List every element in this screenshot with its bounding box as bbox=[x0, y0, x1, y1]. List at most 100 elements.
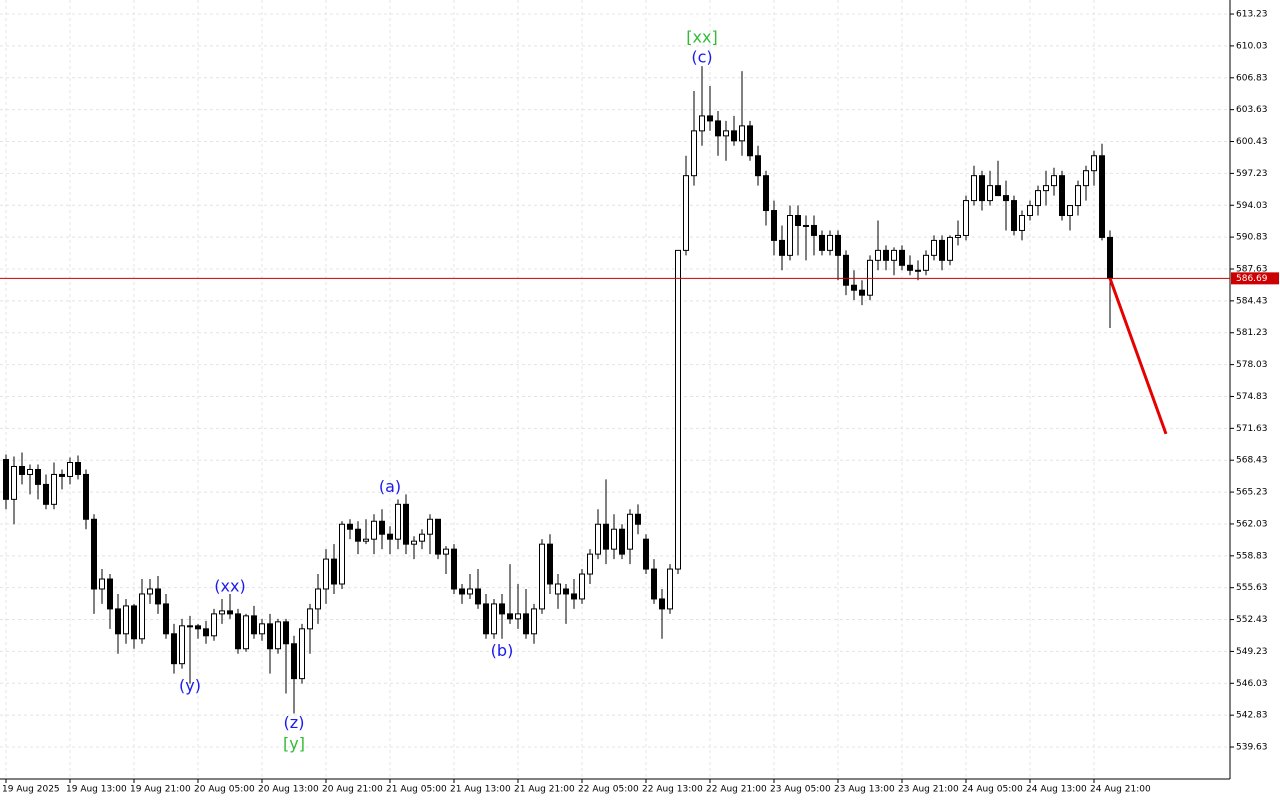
x-tick-label: 20 Aug 21:00 bbox=[322, 785, 383, 795]
candle-body bbox=[1067, 205, 1073, 217]
candle-body bbox=[515, 613, 521, 620]
candle-body bbox=[475, 588, 481, 605]
x-tick-label: 23 Aug 21:00 bbox=[898, 785, 959, 795]
candle-body bbox=[547, 543, 553, 585]
candle-body bbox=[1107, 236, 1113, 279]
candle-body bbox=[467, 588, 473, 595]
y-tick-label: 587.63 bbox=[1236, 264, 1268, 274]
candle-body bbox=[163, 603, 169, 635]
x-tick-label: 21 Aug 05:00 bbox=[386, 785, 447, 795]
candle-body bbox=[419, 533, 425, 542]
candle-body bbox=[491, 603, 497, 635]
candle-body bbox=[915, 269, 921, 272]
candle-body bbox=[907, 264, 913, 271]
candle-body bbox=[603, 523, 609, 550]
candle-body bbox=[435, 518, 441, 555]
candle-body bbox=[827, 234, 833, 251]
candle-body bbox=[755, 155, 761, 177]
x-tick-label: 19 Aug 2025 bbox=[2, 785, 60, 795]
candle-body bbox=[747, 125, 753, 157]
y-tick-label: 562.03 bbox=[1236, 519, 1268, 529]
candle-body bbox=[1003, 195, 1009, 202]
candle-body bbox=[1059, 175, 1065, 217]
x-tick-label: 23 Aug 13:00 bbox=[834, 785, 895, 795]
candle-body bbox=[483, 603, 489, 635]
y-tick-label: 594.03 bbox=[1236, 201, 1268, 211]
candle-body bbox=[131, 605, 137, 640]
candle-body bbox=[1083, 170, 1089, 187]
candle-body bbox=[939, 239, 945, 261]
candle-body bbox=[27, 468, 33, 475]
candle-body bbox=[619, 528, 625, 555]
candle-body bbox=[507, 613, 513, 620]
candle-body bbox=[299, 628, 305, 680]
candle-body bbox=[259, 623, 265, 635]
candle-body bbox=[571, 593, 577, 600]
candle-body bbox=[155, 588, 161, 605]
candle-body bbox=[859, 289, 865, 296]
candle-body bbox=[427, 518, 433, 535]
candle-body bbox=[1075, 185, 1081, 207]
candle-body bbox=[363, 538, 369, 542]
candle-body bbox=[891, 249, 897, 261]
candle-body bbox=[291, 643, 297, 680]
candle-body bbox=[139, 593, 145, 640]
x-tick-label: 20 Aug 05:00 bbox=[194, 785, 255, 795]
candle-body bbox=[59, 473, 65, 477]
candle-body bbox=[1011, 200, 1017, 231]
candle-body bbox=[331, 558, 337, 585]
candle-body bbox=[307, 608, 313, 630]
candle-body bbox=[11, 465, 17, 500]
candle-body bbox=[563, 588, 569, 595]
y-tick-label: 546.03 bbox=[1236, 679, 1268, 689]
candle-body bbox=[539, 543, 545, 610]
candle-body bbox=[979, 175, 985, 202]
candle-body bbox=[395, 503, 401, 540]
wave-label: (a) bbox=[379, 477, 401, 496]
x-tick-label: 20 Aug 13:00 bbox=[258, 785, 319, 795]
candle-body bbox=[267, 623, 273, 650]
x-tick-label: 21 Aug 13:00 bbox=[450, 785, 511, 795]
candle-body bbox=[587, 553, 593, 575]
y-tick-label: 581.23 bbox=[1236, 328, 1268, 338]
y-tick-label: 606.83 bbox=[1236, 73, 1268, 83]
candle-body bbox=[3, 459, 9, 500]
wave-label: (c) bbox=[691, 48, 712, 67]
candle-body bbox=[75, 462, 81, 475]
wave-label: (y) bbox=[179, 676, 201, 695]
candle-body bbox=[771, 210, 777, 241]
candle-body bbox=[347, 523, 353, 530]
y-tick-label: 558.83 bbox=[1236, 551, 1268, 561]
candle-body bbox=[323, 558, 329, 590]
candle-body bbox=[99, 578, 105, 590]
candle-body bbox=[667, 568, 673, 610]
candle-body bbox=[379, 520, 385, 535]
candle-body bbox=[931, 239, 937, 256]
candle-body bbox=[851, 284, 857, 291]
candle-body bbox=[899, 249, 905, 266]
candle-body bbox=[555, 583, 561, 595]
candle-body bbox=[355, 528, 361, 542]
candle-body bbox=[691, 130, 697, 177]
candle-body bbox=[651, 568, 657, 600]
x-tick-label: 24 Aug 05:00 bbox=[962, 785, 1023, 795]
x-tick-label: 24 Aug 21:00 bbox=[1090, 785, 1151, 795]
candle-body bbox=[91, 518, 97, 590]
candle-body bbox=[1027, 205, 1033, 217]
y-tick-label: 555.63 bbox=[1236, 583, 1268, 593]
wave-label: [y] bbox=[283, 734, 305, 753]
candle-body bbox=[1051, 175, 1057, 187]
y-tick-label: 565.23 bbox=[1236, 488, 1268, 498]
candle-body bbox=[19, 465, 25, 475]
x-tick-label: 24 Aug 13:00 bbox=[1026, 785, 1087, 795]
y-tick-label: 574.83 bbox=[1236, 392, 1268, 402]
y-tick-label: 539.63 bbox=[1236, 743, 1268, 753]
y-tick-label: 603.63 bbox=[1236, 105, 1268, 115]
candle-body bbox=[803, 224, 809, 227]
candle-body bbox=[67, 462, 73, 477]
candle-body bbox=[219, 610, 225, 615]
candle-body bbox=[763, 175, 769, 212]
candle-body bbox=[443, 548, 449, 555]
candle-body bbox=[523, 613, 529, 635]
